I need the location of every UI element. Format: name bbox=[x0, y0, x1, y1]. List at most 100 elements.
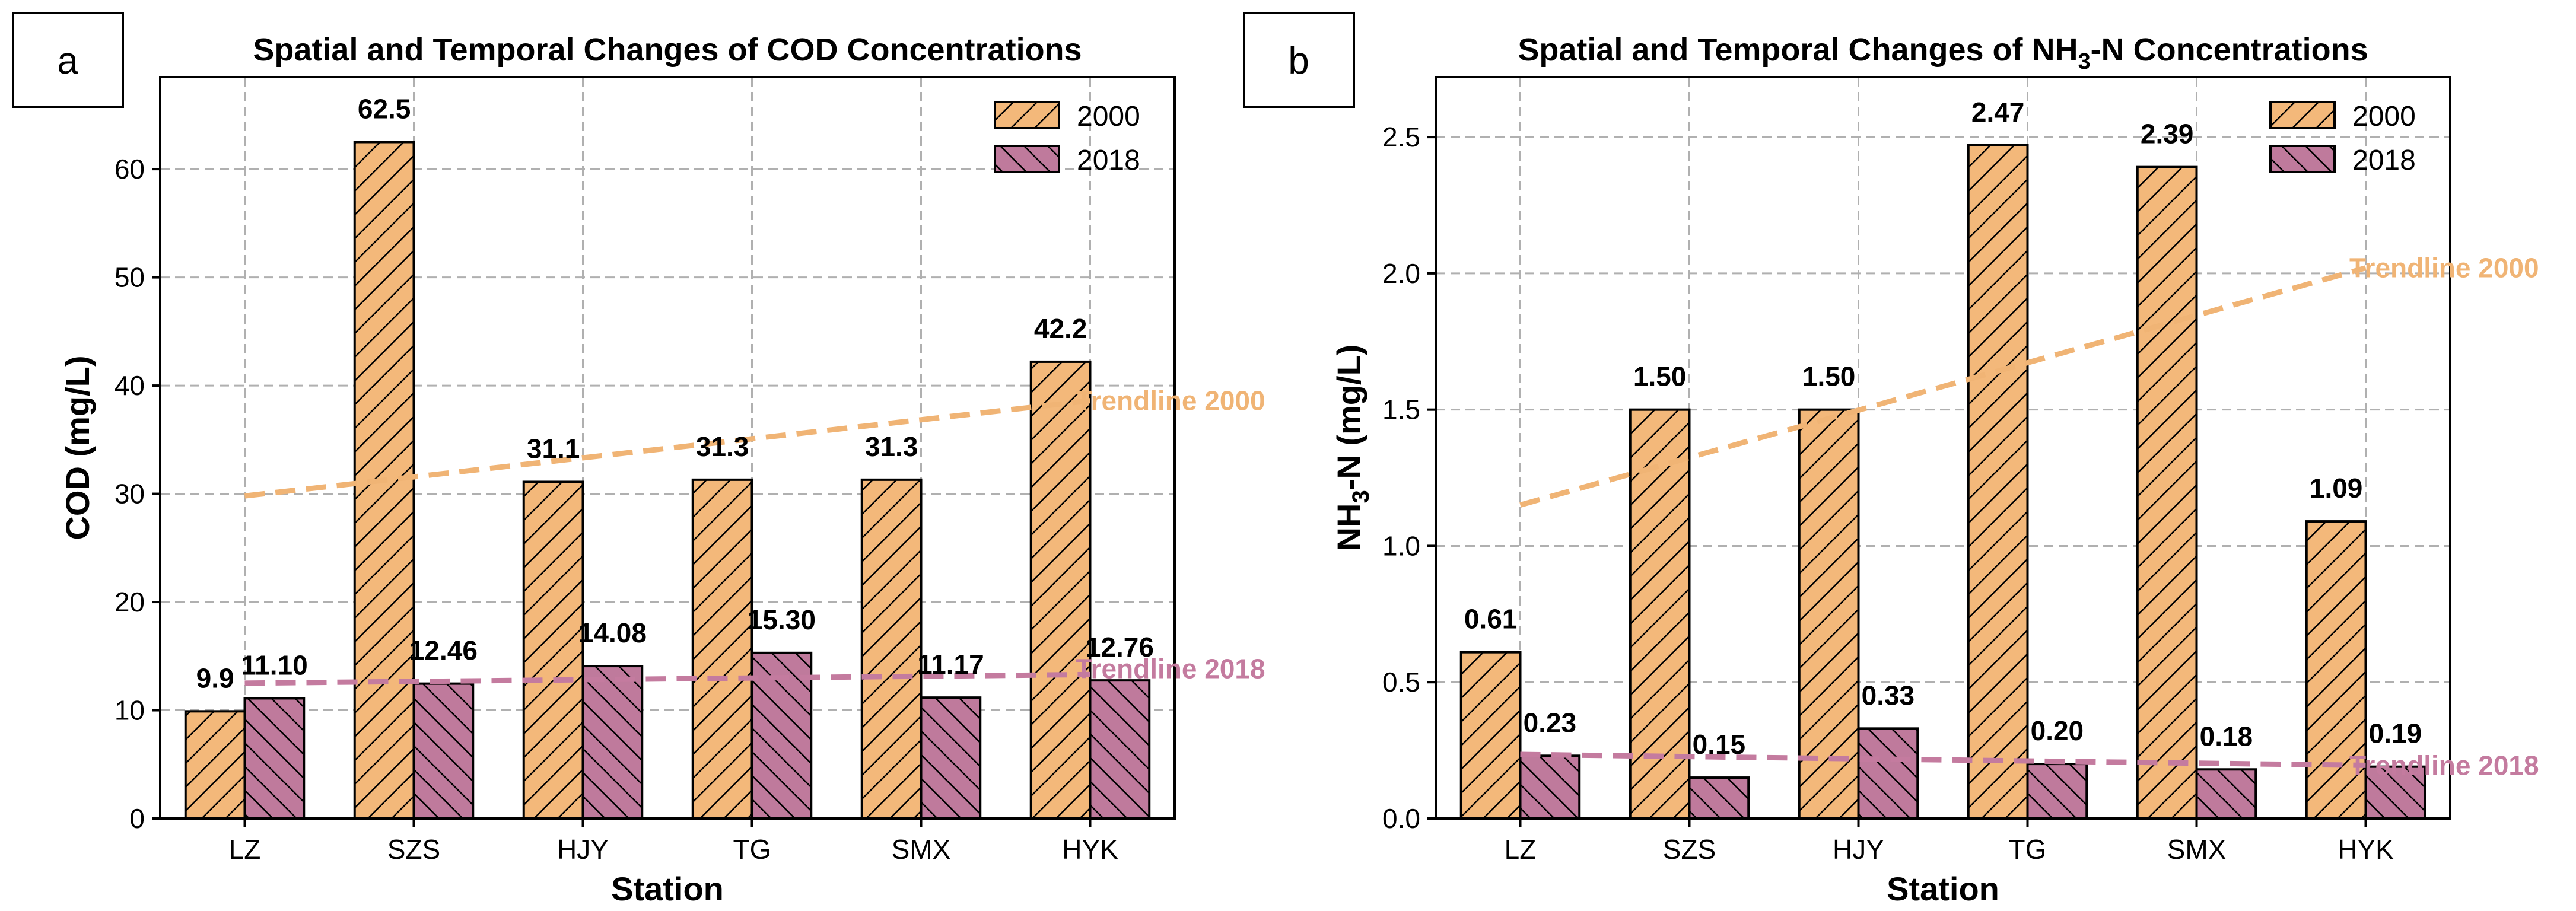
panel-a-bar-2018-smx bbox=[920, 696, 982, 820]
panel-b-bar-2000-lz bbox=[1459, 651, 1522, 820]
panel-a-bar-2000-hyk bbox=[1029, 360, 1092, 820]
panel-b-trend-labels: Trendline 2000 Trendline 2018 bbox=[2349, 253, 2539, 781]
panel-a-data-label-2018-hjy: 14.08 bbox=[578, 617, 647, 648]
panel-a-bar-2018-lz bbox=[243, 697, 306, 820]
panel-a-cod-chart: 0 10 20 30 40 50 60 LZ SZS HJY TG SMX HYK 9.9 62.5 31… bbox=[12, 12, 1265, 907]
panel-b-x-tick-label-lz: LZ bbox=[1505, 834, 1537, 865]
panel-b-data-label-2000-tg: 2.47 bbox=[1971, 97, 2025, 128]
panel-a-plot-frame bbox=[159, 76, 1176, 820]
panel-b-y-tick-label-3: 1.5 bbox=[1382, 394, 1420, 425]
panel-a-legend-swatch-2000 bbox=[994, 101, 1060, 129]
panel-b-legend-label-2018: 2018 bbox=[2352, 145, 2416, 176]
panel-b-data-label-2000-lz: 0.61 bbox=[1464, 604, 1518, 635]
panel-a-data-label-2000-hjy: 31.1 bbox=[527, 433, 580, 464]
panel-a-legend-label-2018: 2018 bbox=[1077, 145, 1140, 176]
panel-a-data-label-2000-tg: 31.3 bbox=[696, 431, 749, 462]
panel-a-grid bbox=[160, 77, 1175, 818]
panel-a-label-box bbox=[12, 12, 124, 108]
panel-b-bar-2018-hjy bbox=[1857, 727, 1919, 820]
panel-b-label-box bbox=[1243, 12, 1355, 108]
panel-b-legend-swatch-2000 bbox=[2269, 101, 2336, 129]
panel-b-y-tick-label-0: 0.0 bbox=[1382, 803, 1420, 834]
panel-a-y-axis-title: COD (mg/L) bbox=[59, 355, 96, 540]
panel-a-y-tick-label-6: 60 bbox=[115, 154, 145, 184]
panel-a-x-tick-label-tg: TG bbox=[733, 834, 771, 865]
panel-a-trendline-label-2000: Trendline 2000 bbox=[1076, 386, 1265, 416]
panel-a-bar-2018-hjy bbox=[581, 665, 644, 820]
panel-b-trendline-label-2018: Trendline 2018 bbox=[2349, 750, 2539, 781]
panel-b-y-axis: 0.0 0.5 1.0 1.5 2.0 2.5 bbox=[1382, 122, 1436, 834]
panel-a-bars bbox=[184, 141, 1151, 820]
panel-b-x-tick-label-tg: TG bbox=[2009, 834, 2047, 865]
panel-b-x-tick-label-szs: SZS bbox=[1663, 834, 1716, 865]
panel-b-legend-label-2000: 2000 bbox=[2352, 101, 2416, 132]
panel-a-y-tick-label-0: 0 bbox=[129, 803, 145, 834]
panel-b-bar-2000-smx bbox=[2136, 165, 2198, 820]
panel-b-y-tick-label-4: 2.0 bbox=[1382, 258, 1420, 289]
panel-b-bar-2000-tg bbox=[1967, 144, 2029, 820]
panel-b-bar-2000-szs bbox=[1629, 408, 1691, 820]
panel-a-y-tick-label-2: 20 bbox=[115, 587, 145, 617]
panel-b-x-axis: LZ SZS HJY TG SMX HYK bbox=[1505, 818, 2394, 865]
panel-a-bar-2018-hyk bbox=[1089, 679, 1151, 820]
panel-b-bars bbox=[1459, 144, 2426, 820]
panel-b-trendlines bbox=[1519, 265, 2367, 768]
panel-a-x-axis: LZ SZS HJY TG SMX HYK bbox=[229, 818, 1118, 865]
panel-b-grid bbox=[1436, 77, 2450, 818]
panel-a-legend-swatch-2018 bbox=[994, 145, 1060, 173]
panel-b-data-labels: 0.61 1.50 1.50 2.47 2.39 1.09 0.23 0.15 0.33 0.20… bbox=[1464, 97, 2422, 760]
panel-a-legend-label-2000: 2000 bbox=[1077, 101, 1140, 132]
panel-b-x-tick-label-hyk: HYK bbox=[2338, 834, 2394, 865]
panel-b-bar-2018-lz bbox=[1519, 754, 1581, 820]
panel-b-nh3n-chart: 0.0 0.5 1.0 1.5 2.0 2.5 LZ SZS HJY TG SMX HYK 0.61… bbox=[1243, 12, 2539, 907]
panel-a-bar-2000-lz bbox=[184, 710, 246, 820]
panel-b-data-label-2000-smx: 2.39 bbox=[2141, 119, 2194, 149]
panel-a-x-tick-label-szs: SZS bbox=[387, 834, 440, 865]
panel-a-trendline-label-2018: Trendline 2018 bbox=[1076, 653, 1265, 684]
panel-b-bar-2018-hyk bbox=[2364, 765, 2426, 820]
panel-b-label: b bbox=[1288, 39, 1309, 82]
panel-a-y-tick-label-3: 30 bbox=[115, 479, 145, 509]
panel-a-data-label-2018-hyk: 12.76 bbox=[1086, 632, 1154, 662]
panel-b-title-subscript: 3 bbox=[2078, 49, 2090, 74]
panel-b-y-title-subscript: 3 bbox=[1348, 490, 1374, 503]
panel-b-data-label-2000-hyk: 1.09 bbox=[2310, 473, 2363, 504]
panel-b-trendline-2018 bbox=[1520, 751, 2366, 768]
panel-b-plot-frame bbox=[1435, 76, 2451, 820]
panel-b-data-label-2018-hyk: 0.19 bbox=[2369, 718, 2422, 749]
panel-b-data-label-2000-hjy: 1.50 bbox=[1802, 361, 1856, 392]
panel-b-y-title-prefix: NH bbox=[1330, 504, 1367, 552]
panel-a-trendlines bbox=[244, 398, 1091, 686]
panel-a-data-label-2000-szs: 62.5 bbox=[358, 93, 411, 124]
panel-a-label: a bbox=[57, 39, 78, 82]
panel-a-data-label-2018-smx: 11.17 bbox=[917, 649, 984, 680]
panel-a-x-tick-label-hjy: HJY bbox=[557, 834, 609, 865]
panel-a-title: Spatial and Temporal Changes of COD Conc… bbox=[253, 32, 1082, 68]
panel-a-data-label-2018-szs: 12.46 bbox=[409, 635, 478, 666]
panel-b-legend-swatch-2018 bbox=[2269, 145, 2336, 173]
panel-b-trendline-label-2000: Trendline 2000 bbox=[2349, 253, 2539, 284]
panel-b-data-label-2018-szs: 0.15 bbox=[1693, 729, 1746, 760]
panel-a-data-label-2018-tg: 15.30 bbox=[748, 604, 816, 635]
panel-a-bar-2000-hjy bbox=[522, 480, 584, 820]
panel-a-y-tick-label-4: 40 bbox=[115, 370, 145, 401]
panel-a-bar-2000-tg bbox=[691, 478, 753, 820]
panel-a-bar-2000-smx bbox=[860, 478, 923, 820]
panel-b-x-axis-title: Station bbox=[1887, 870, 1999, 907]
panel-a-legend: 2000 2018 bbox=[994, 101, 1140, 176]
panel-b-bar-2018-szs bbox=[1688, 776, 1750, 820]
panel-a-bar-2018-szs bbox=[412, 682, 475, 820]
panel-b-legend: 2000 2018 bbox=[2269, 101, 2416, 176]
panel-b-x-tick-label-hjy: HJY bbox=[1833, 834, 1884, 865]
panel-b-title: Spatial and Temporal Changes of NH3-N Co… bbox=[1518, 32, 2368, 74]
panel-a-trendline-2018 bbox=[244, 671, 1090, 686]
panel-a-x-axis-title: Station bbox=[611, 870, 724, 907]
panel-b-data-label-2018-tg: 0.20 bbox=[2031, 715, 2084, 746]
panel-b-title-suffix: -N Concentrations bbox=[2091, 32, 2368, 68]
panel-b-trendline-2000 bbox=[1519, 265, 2367, 508]
panel-b-y-tick-label-2: 1.0 bbox=[1382, 530, 1420, 561]
panel-a-data-label-2000-smx: 31.3 bbox=[865, 431, 918, 462]
panel-a-y-tick-label-5: 50 bbox=[115, 262, 145, 293]
panel-b-data-label-2018-lz: 0.23 bbox=[1524, 707, 1577, 738]
